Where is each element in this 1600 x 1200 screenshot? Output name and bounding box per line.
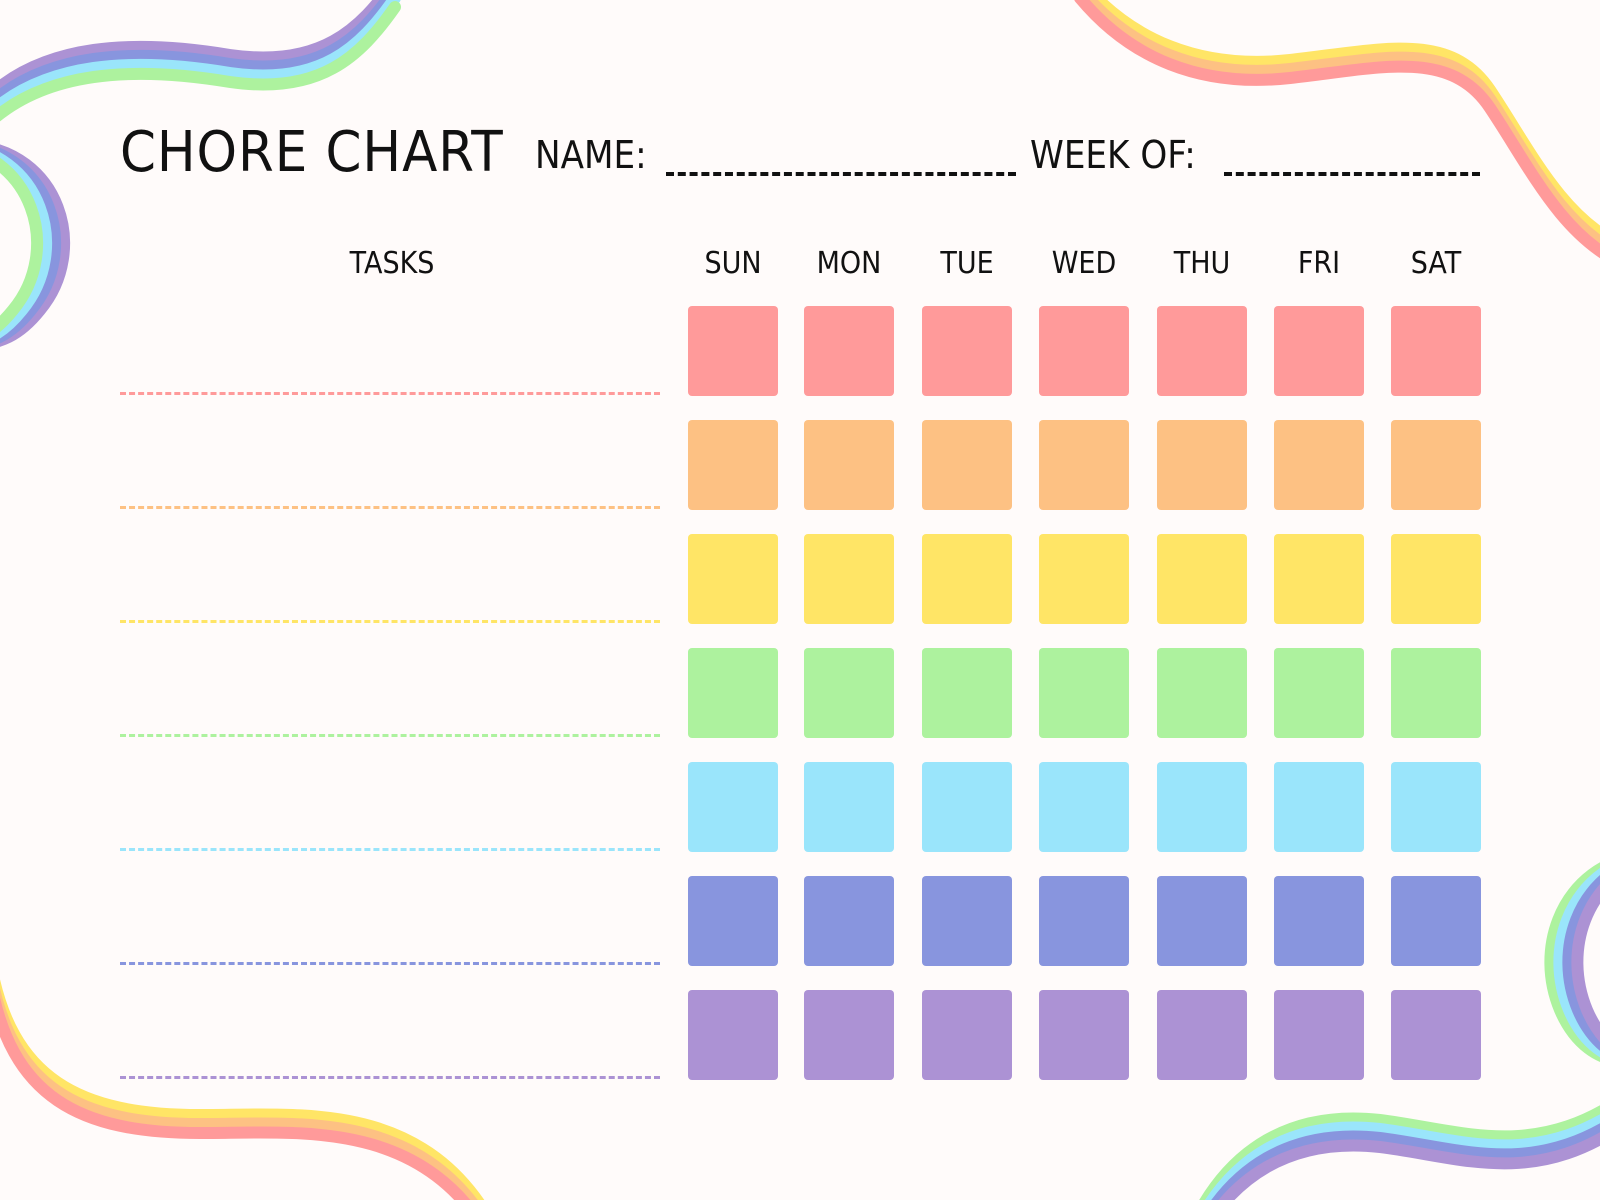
checkbox-row3-mon[interactable] <box>804 534 894 624</box>
task-line-4[interactable] <box>120 734 660 737</box>
checkbox-row3-sat[interactable] <box>1391 534 1481 624</box>
checkbox-row1-wed[interactable] <box>1039 306 1129 396</box>
checkbox-row2-wed[interactable] <box>1039 420 1129 510</box>
checkbox-row7-sun[interactable] <box>688 990 778 1080</box>
swoosh-top-right-band <box>1090 0 1600 241</box>
task-line-2[interactable] <box>120 506 660 509</box>
checkbox-row6-fri[interactable] <box>1274 876 1364 966</box>
checkbox-row5-wed[interactable] <box>1039 762 1129 852</box>
tasks-header: TASKS <box>349 246 435 281</box>
swoosh-bottom-right <box>1199 1105 1600 1200</box>
checkbox-row2-sat[interactable] <box>1391 420 1481 510</box>
checkbox-row1-tue[interactable] <box>922 306 1012 396</box>
checkbox-row4-tue[interactable] <box>922 648 1012 738</box>
checkbox-row4-fri[interactable] <box>1274 648 1364 738</box>
day-header-thu: THU <box>1173 246 1231 281</box>
task-line-3[interactable] <box>120 620 660 623</box>
checkbox-row3-thu[interactable] <box>1157 534 1247 624</box>
checkbox-row1-sun[interactable] <box>688 306 778 396</box>
checkbox-row3-sun[interactable] <box>688 534 778 624</box>
day-header-sat: SAT <box>1410 246 1462 281</box>
swoosh-top-right <box>1074 0 1600 259</box>
day-header-sun: SUN <box>704 246 762 281</box>
day-header-wed: WED <box>1051 246 1117 281</box>
checkbox-row4-sat[interactable] <box>1391 648 1481 738</box>
swoosh-bottom-left-band <box>0 997 471 1200</box>
checkbox-row5-sun[interactable] <box>688 762 778 852</box>
checkbox-row6-wed[interactable] <box>1039 876 1129 966</box>
checkbox-row4-sun[interactable] <box>688 648 778 738</box>
checkbox-row7-thu[interactable] <box>1157 990 1247 1080</box>
checkbox-row6-mon[interactable] <box>804 876 894 966</box>
swoosh-left-arc <box>0 144 70 347</box>
swoosh-bottom-right-band <box>1199 1105 1600 1200</box>
checkbox-row6-sat[interactable] <box>1391 876 1481 966</box>
checkbox-row4-mon[interactable] <box>804 648 894 738</box>
swoosh-top-left-band <box>0 0 401 113</box>
swoosh-top-left-band <box>0 0 395 104</box>
checkbox-row5-thu[interactable] <box>1157 762 1247 852</box>
checkbox-row1-fri[interactable] <box>1274 306 1364 396</box>
checkbox-row7-mon[interactable] <box>804 990 894 1080</box>
swoosh-right-arc-band <box>1553 868 1600 1058</box>
checkbox-row5-tue[interactable] <box>922 762 1012 852</box>
day-header-fri: FRI <box>1297 246 1341 281</box>
task-line-5[interactable] <box>120 848 660 851</box>
checkbox-row4-wed[interactable] <box>1039 648 1129 738</box>
checkbox-row7-wed[interactable] <box>1039 990 1129 1080</box>
checkbox-row7-sat[interactable] <box>1391 990 1481 1080</box>
checkbox-row2-fri[interactable] <box>1274 420 1364 510</box>
swoosh-top-left-band <box>0 1 401 122</box>
name-label: NAME: <box>535 133 647 177</box>
checkbox-row6-sun[interactable] <box>688 876 778 966</box>
swoosh-right-arc-band <box>1571 884 1600 1043</box>
swoosh-bottom-right-band <box>1211 1123 1600 1200</box>
checkbox-row7-fri[interactable] <box>1274 990 1364 1080</box>
checkbox-row1-sat[interactable] <box>1391 306 1481 396</box>
checkbox-row2-mon[interactable] <box>804 420 894 510</box>
swoosh-bottom-right-band <box>1204 1114 1600 1200</box>
swoosh-top-left <box>0 0 401 122</box>
task-line-7[interactable] <box>120 1076 660 1079</box>
name-field[interactable] <box>666 172 1016 176</box>
checkbox-row3-fri[interactable] <box>1274 534 1364 624</box>
checkbox-row6-thu[interactable] <box>1157 876 1247 966</box>
day-header-mon: MON <box>816 246 882 281</box>
checkbox-row1-thu[interactable] <box>1157 306 1247 396</box>
week-of-label: WEEK OF: <box>1030 133 1196 177</box>
task-line-1[interactable] <box>120 392 660 395</box>
swoosh-left-arc-band <box>0 157 43 332</box>
checkbox-row2-thu[interactable] <box>1157 420 1247 510</box>
checkbox-row4-thu[interactable] <box>1157 648 1247 738</box>
day-header-tue: TUE <box>940 246 994 281</box>
checkbox-row2-sun[interactable] <box>688 420 778 510</box>
swoosh-top-left-band <box>0 0 388 95</box>
week-of-field[interactable] <box>1224 172 1480 176</box>
swoosh-right-arc-band <box>1562 875 1600 1051</box>
swoosh-bottom-left <box>0 979 485 1200</box>
checkbox-row5-mon[interactable] <box>804 762 894 852</box>
swoosh-top-right-band <box>1074 0 1600 259</box>
checkbox-row2-tue[interactable] <box>922 420 1012 510</box>
checkbox-row7-tue[interactable] <box>922 990 1012 1080</box>
checkbox-row1-mon[interactable] <box>804 306 894 396</box>
checkbox-row6-tue[interactable] <box>922 876 1012 966</box>
checkbox-row3-wed[interactable] <box>1039 534 1129 624</box>
task-line-6[interactable] <box>120 962 660 965</box>
swoosh-bottom-right-band <box>1218 1132 1600 1200</box>
swoosh-right-arc <box>1544 862 1600 1062</box>
checkbox-row3-tue[interactable] <box>922 534 1012 624</box>
checkbox-row5-fri[interactable] <box>1274 762 1364 852</box>
page-title: CHORE CHART <box>120 120 504 185</box>
checkbox-row5-sat[interactable] <box>1391 762 1481 852</box>
